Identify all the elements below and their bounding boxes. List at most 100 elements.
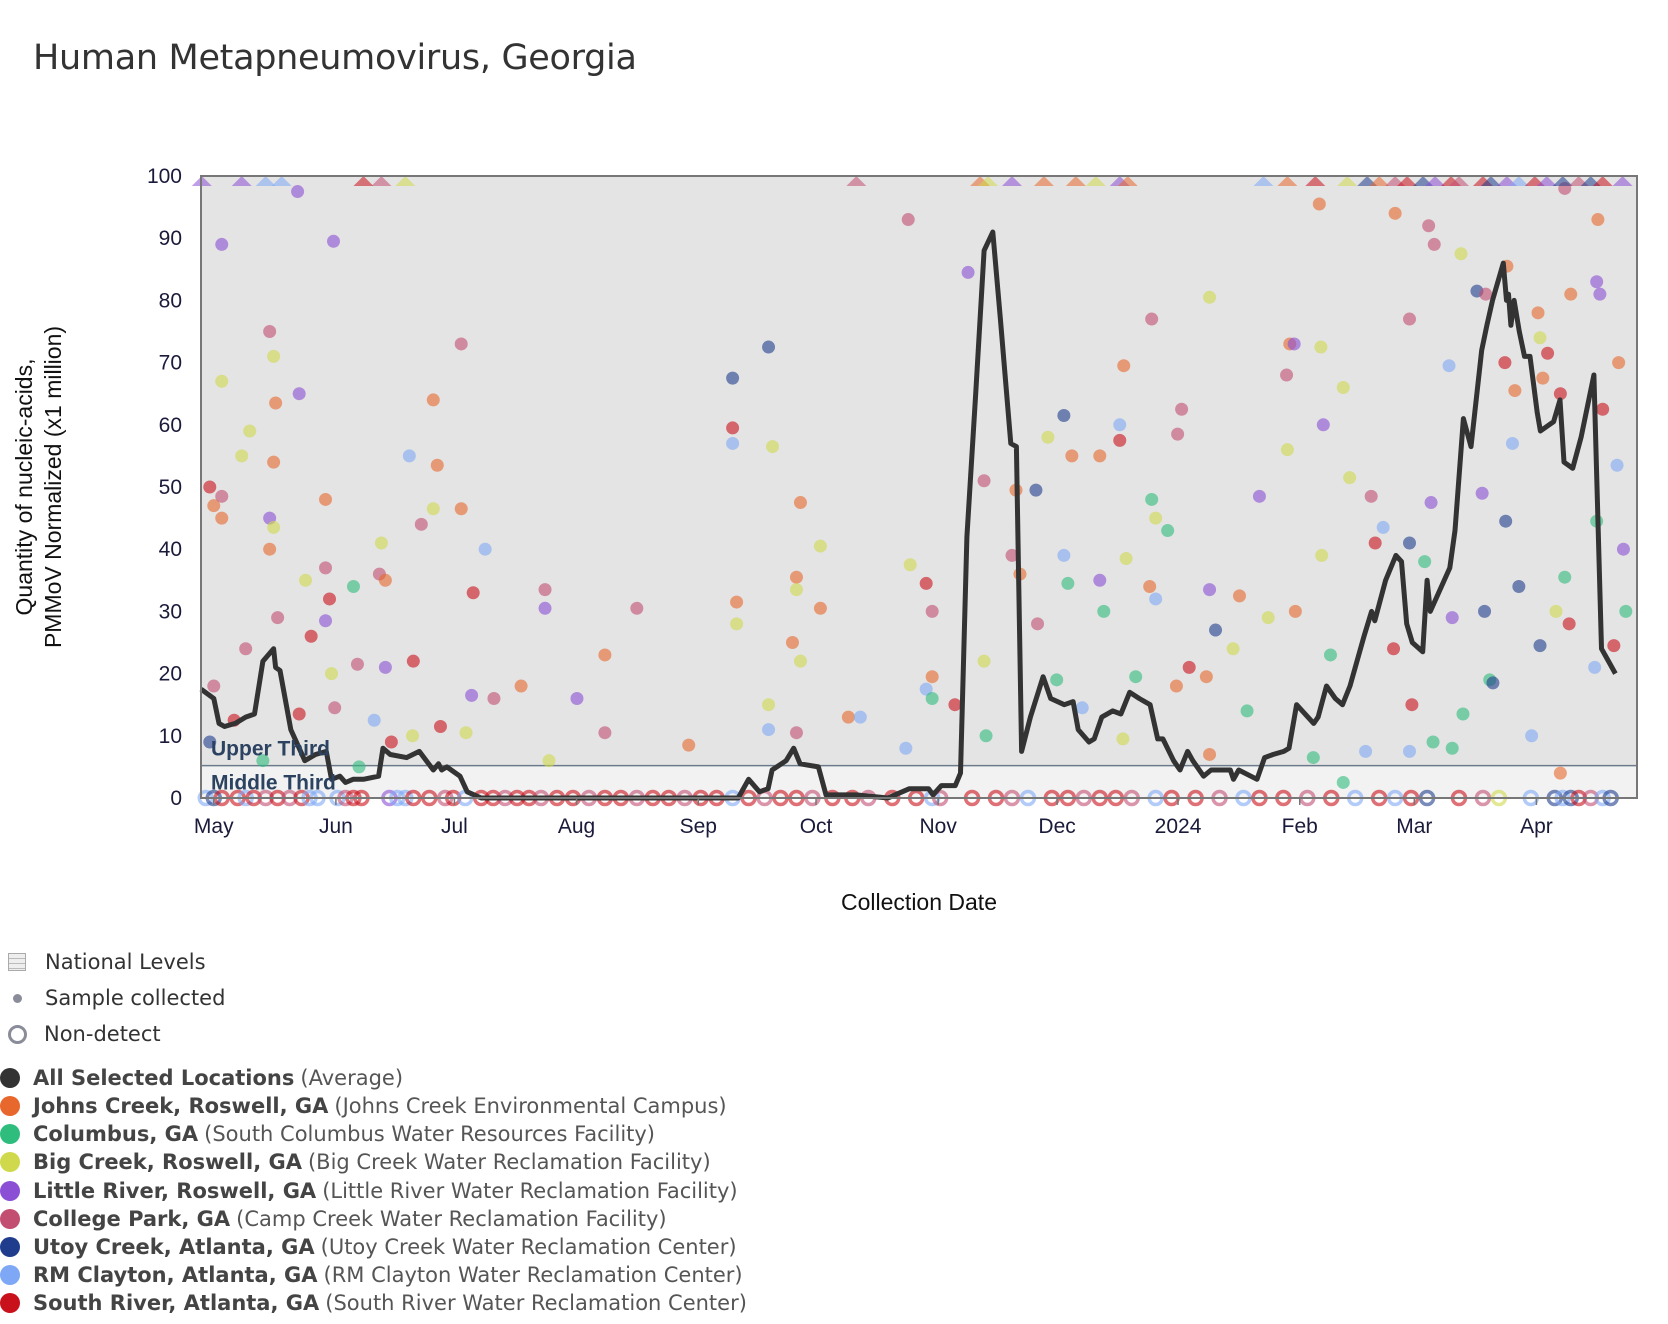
sample-point	[1113, 418, 1127, 432]
sample-point	[813, 601, 827, 615]
sample-point	[1171, 427, 1185, 441]
sample-point	[1549, 604, 1563, 618]
sample-point	[267, 520, 281, 534]
sample-point	[263, 542, 277, 556]
sample-point	[1541, 346, 1555, 360]
sample-point	[726, 421, 740, 435]
legend-national-levels[interactable]: National Levels	[8, 950, 206, 974]
sample-point	[325, 667, 339, 681]
sample-point	[1456, 707, 1470, 721]
y-tick-label: 50	[159, 476, 182, 499]
legend-site-2[interactable]: Big Creek, Roswell, GA (Big Creek Water R…	[0, 1150, 711, 1174]
sample-point	[1426, 735, 1440, 749]
sample-point	[1499, 514, 1513, 528]
above-range-marker	[1065, 176, 1086, 186]
legend-site-name: Little River, Roswell, GA	[33, 1178, 317, 1203]
sample-point	[1169, 679, 1183, 693]
legend-site-6[interactable]: RM Clayton, Atlanta, GA (RM Clayton Water…	[0, 1263, 743, 1287]
sample-point	[256, 754, 270, 768]
sample-point	[374, 536, 388, 550]
sample-point	[291, 185, 305, 199]
sample-point	[1143, 580, 1157, 594]
legend-site-5[interactable]: Utoy Creek, Atlanta, GA (Utoy Creek Water…	[0, 1235, 737, 1259]
sample-point	[203, 735, 217, 749]
sample-point	[1232, 589, 1246, 603]
sample-point	[1203, 747, 1217, 761]
sample-point	[1531, 306, 1545, 320]
legend-sample-collected[interactable]: Sample collected	[8, 986, 225, 1010]
above-range-marker	[255, 176, 276, 186]
sample-point	[1486, 676, 1500, 690]
sample-point	[762, 698, 776, 712]
legend-site-name: Johns Creek, Roswell, GA	[33, 1094, 329, 1118]
y-tick-label: 0	[170, 787, 182, 810]
sample-point	[1422, 219, 1436, 233]
above-range-marker	[1480, 176, 1501, 186]
sample-point	[459, 726, 473, 740]
legend-site-name: South River, Atlanta, GA	[33, 1291, 320, 1316]
legend-site-0[interactable]: Johns Creek, Roswell, GA (Johns Creek Env…	[0, 1094, 727, 1118]
legend-site-3[interactable]: Little River, Roswell, GA (Little River W…	[0, 1179, 738, 1203]
sample-point	[1280, 443, 1294, 457]
sample-point	[925, 604, 939, 618]
sample-point	[903, 558, 917, 572]
legend-site-name: College Park, GA	[33, 1206, 231, 1231]
sample-point	[1533, 331, 1547, 345]
site-swatch-icon	[0, 1208, 20, 1229]
sample-point	[384, 735, 398, 749]
sample-point	[1479, 287, 1493, 301]
sample-point	[1005, 548, 1019, 562]
y-tick-label: 100	[147, 165, 182, 188]
sample-point	[215, 489, 229, 503]
sample-point	[1403, 312, 1417, 326]
legend-site-facility: (Little River Water Reclamation Facility…	[322, 1178, 738, 1203]
x-tick-label: Aug	[558, 815, 595, 838]
sample-point	[1306, 751, 1320, 765]
sample-point	[919, 576, 933, 590]
sample-point	[841, 710, 855, 724]
site-swatch-icon	[0, 1237, 20, 1257]
sample-point	[1312, 197, 1326, 211]
sample-point	[726, 436, 740, 450]
sample-point	[1097, 604, 1111, 618]
sample-point	[1209, 623, 1223, 637]
sample-point	[730, 617, 744, 631]
legend-non-detect[interactable]: Non-detect	[8, 1022, 161, 1046]
sample-point	[269, 396, 283, 410]
sample-point	[1475, 486, 1489, 500]
sample-point	[1323, 648, 1337, 662]
sample-point	[239, 642, 253, 656]
y-axis-title-line2: PMMoV Normalized (x1 million)	[40, 326, 66, 648]
y-tick-label: 70	[159, 352, 182, 375]
y-tick-label: 10	[159, 725, 182, 748]
sample-point	[1199, 670, 1213, 684]
sample-point	[1442, 359, 1456, 373]
legend-average[interactable]: All Selected Locations (Average)	[0, 1066, 403, 1090]
sample-point	[267, 455, 281, 469]
legend-site-7[interactable]: South River, Atlanta, GA (South River Wat…	[0, 1291, 747, 1315]
sample-point	[1061, 576, 1075, 590]
legend-site-name: RM Clayton, Atlanta, GA	[33, 1263, 318, 1288]
sample-point	[1562, 617, 1576, 631]
sample-point	[1149, 592, 1163, 606]
sample-point	[1182, 660, 1196, 674]
sample-point	[414, 517, 428, 531]
sample-point	[465, 688, 479, 702]
above-range-marker	[1397, 176, 1418, 186]
sample-point	[1418, 555, 1432, 569]
legend-site-1[interactable]: Columbus, GA (South Columbus Water Resour…	[0, 1122, 655, 1146]
sample-point	[1388, 206, 1402, 220]
y-tick-label: 60	[159, 414, 182, 437]
sample-point	[350, 657, 364, 671]
sample-point	[1427, 237, 1441, 251]
sample-points	[203, 181, 1633, 789]
sample-point	[1590, 275, 1604, 289]
above-range-marker	[1305, 176, 1326, 186]
x-tick-label: Apr	[1520, 815, 1553, 838]
sample-point	[1149, 511, 1163, 525]
sample-point	[1533, 639, 1547, 653]
sample-point	[367, 713, 381, 727]
sample-point	[766, 440, 780, 454]
x-tick-label: Dec	[1038, 815, 1075, 838]
legend-site-4[interactable]: College Park, GA (Camp Creek Water Reclam…	[0, 1207, 667, 1231]
